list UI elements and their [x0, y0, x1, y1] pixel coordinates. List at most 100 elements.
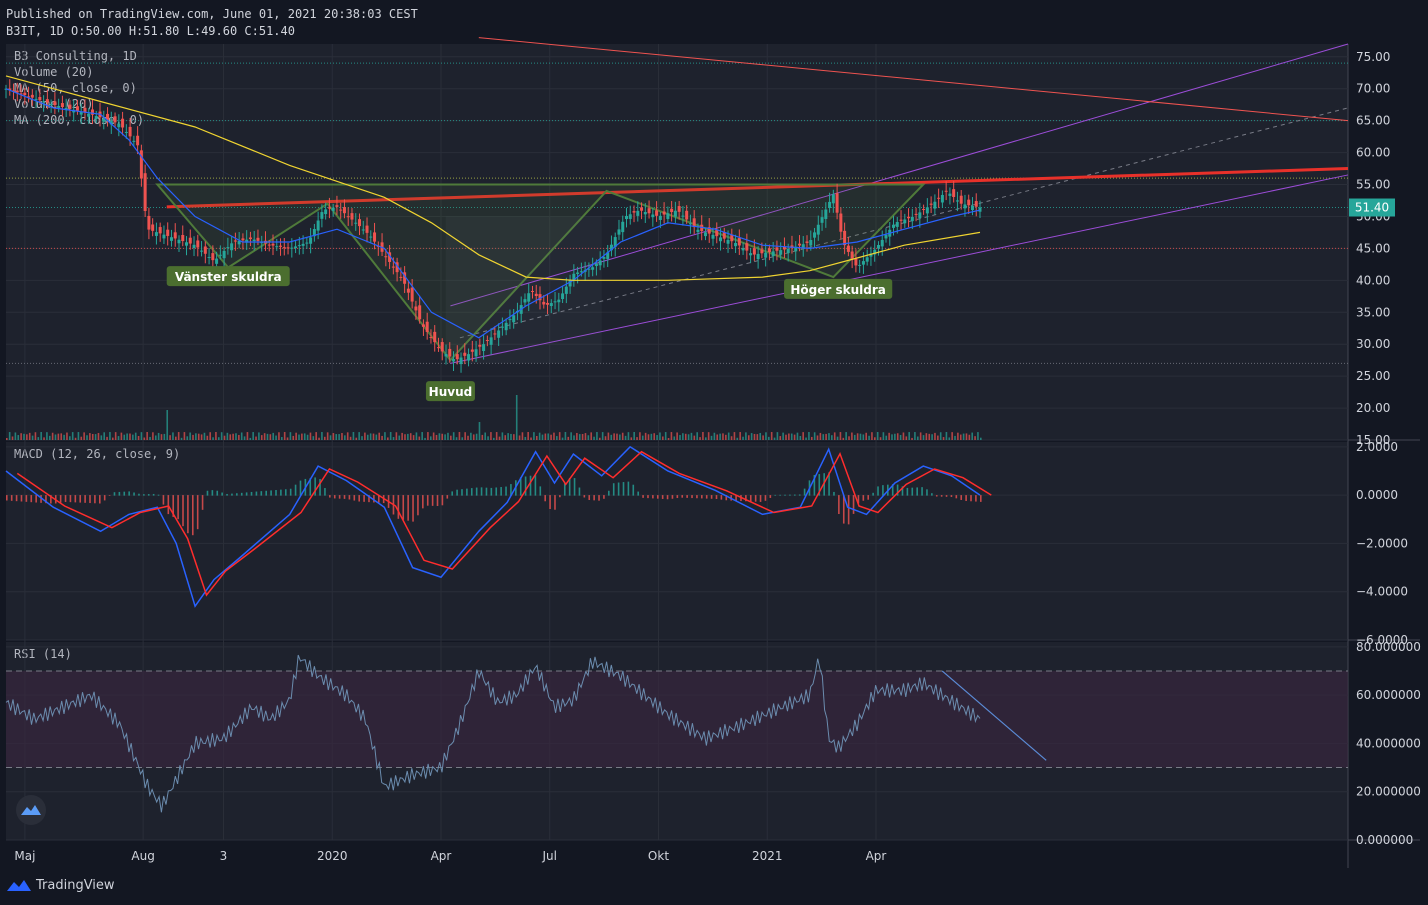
candle-body [177, 239, 181, 244]
candle-body [57, 106, 61, 108]
published-info: Published on TradingView.com, June 01, 2… [6, 7, 418, 21]
y-tick-label: 35.00 [1356, 305, 1390, 319]
candle-body [222, 250, 226, 259]
volume-bar [450, 435, 452, 440]
candle-body [440, 342, 444, 352]
candle-body [467, 354, 471, 361]
volume-bar [581, 433, 584, 440]
volume-bar [358, 432, 360, 440]
candle-body [824, 209, 828, 219]
candle-body [756, 253, 760, 260]
macd-histogram-bar [108, 495, 111, 496]
macd-histogram-bar [250, 491, 253, 496]
volume-bar [825, 433, 827, 440]
macd-histogram-bar [138, 493, 140, 496]
macd-histogram-bar [40, 495, 42, 503]
volume-bar [636, 437, 638, 440]
macd-histogram-bar [182, 495, 184, 527]
volume-bar [616, 433, 618, 440]
candle-body [662, 211, 666, 215]
candle-body [786, 248, 790, 254]
candle-body [448, 348, 452, 357]
candle-body [474, 349, 478, 357]
candle-body [884, 234, 888, 239]
candle-body [632, 211, 636, 213]
volume-bar [905, 436, 908, 440]
macd-histogram-bar [89, 495, 91, 504]
macd-histogram-bar [358, 495, 361, 502]
macd-histogram-bar [485, 487, 488, 496]
volume-bar [209, 432, 211, 440]
candle-body [143, 173, 147, 211]
volume-bar [269, 434, 272, 440]
macd-histogram-bar [529, 475, 532, 496]
volume-bar [109, 432, 111, 440]
brand[interactable]: TradingView [6, 877, 115, 893]
volume-bar [796, 432, 799, 440]
volume-bar [833, 432, 836, 440]
volume-bar [980, 437, 982, 440]
volume-bar [853, 434, 856, 440]
volume-bar [260, 435, 263, 440]
volume-bar [46, 432, 48, 440]
volume-bar [788, 433, 790, 440]
candle-body [677, 206, 681, 212]
volume-bar [48, 435, 51, 440]
candle-body [350, 213, 354, 220]
volume-bar [856, 433, 859, 440]
volume-bar [945, 432, 948, 440]
macd-histogram-bar [45, 495, 47, 504]
y-tick-label: 60.000000 [1356, 688, 1421, 702]
volume-bar [673, 436, 676, 440]
volume-bar [275, 435, 277, 440]
macd-histogram-bar [789, 494, 791, 496]
volume-bar [447, 432, 449, 440]
volume-bar [564, 432, 567, 440]
candle-body [621, 221, 625, 233]
candle-body [241, 238, 245, 241]
candle-body [324, 209, 328, 215]
macd-histogram-bar [862, 495, 865, 501]
candle-body [940, 194, 944, 203]
volume-bar [326, 432, 329, 440]
macd-histogram-bar [671, 495, 674, 499]
candle-body [907, 216, 911, 219]
y-tick-label: 20.00 [1356, 401, 1390, 415]
volume-bar [533, 432, 535, 440]
candle-body [482, 344, 486, 352]
macd-histogram-bar [236, 493, 238, 496]
macd-histogram-bar [559, 495, 561, 498]
macd-histogram-bar [735, 495, 737, 501]
macd-histogram-bar [940, 495, 943, 497]
pattern-label: Huvud [429, 385, 473, 399]
candle-body [779, 250, 783, 255]
volume-bar [722, 433, 724, 440]
volume-bar [974, 436, 976, 440]
macd-histogram-bar [167, 495, 170, 515]
macd-histogram-bar [377, 495, 380, 503]
macd-histogram-bar [916, 487, 918, 496]
volume-bar [495, 432, 498, 440]
volume-bar [957, 432, 959, 440]
macd-histogram-bar [872, 492, 874, 496]
macd-histogram-bar [294, 484, 297, 496]
macd-histogram-bar [828, 472, 830, 496]
macd-histogram-bar [911, 487, 914, 496]
macd-histogram-bar [64, 495, 67, 502]
macd-histogram-bar [25, 495, 28, 502]
candle-body [271, 243, 275, 246]
volume-bar [160, 434, 163, 440]
volume-bar [922, 435, 925, 440]
volume-bar [547, 433, 550, 440]
volume-bar [318, 437, 320, 440]
candle-body [188, 237, 192, 244]
candle-body [252, 239, 256, 242]
volume-bar [808, 432, 810, 440]
volume-bar [939, 432, 942, 440]
candle-body [109, 121, 113, 125]
volume-bar [587, 435, 590, 440]
macd-histogram-bar [519, 477, 522, 496]
macd-histogram-bar [539, 486, 542, 496]
macd-histogram-bar [842, 495, 845, 524]
